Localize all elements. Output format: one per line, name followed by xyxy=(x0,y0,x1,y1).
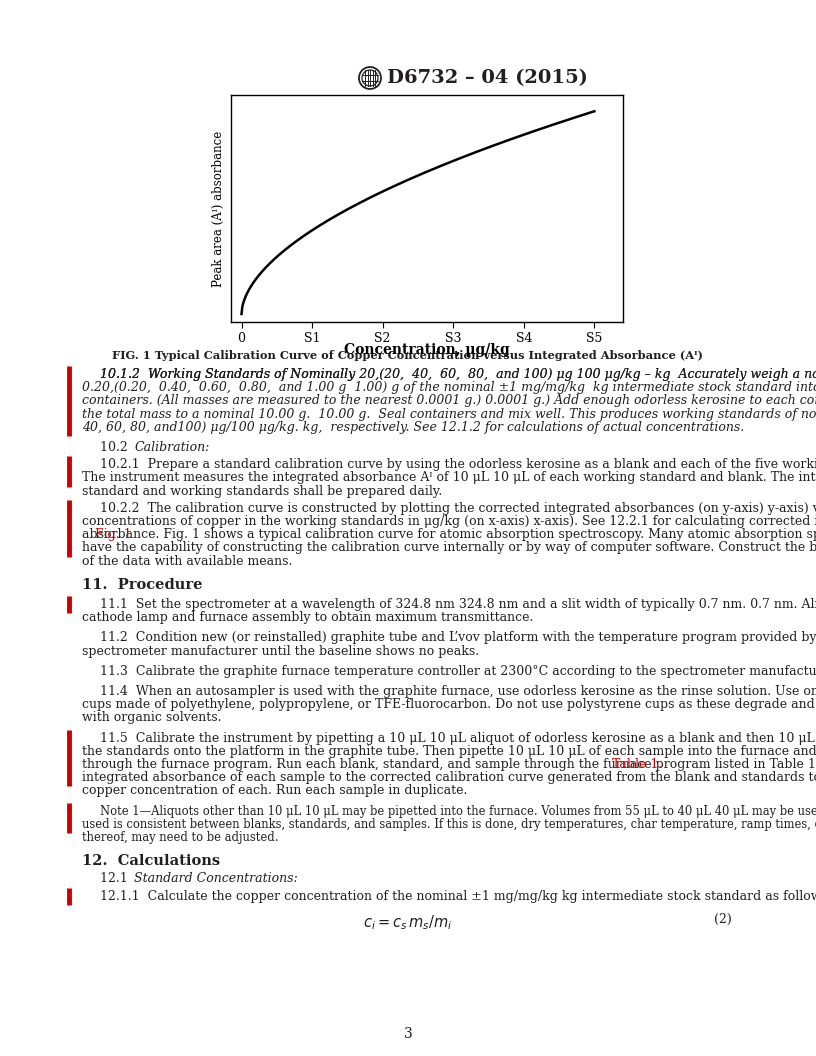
Text: Concentration, μg/kg: Concentration, μg/kg xyxy=(344,343,510,357)
Text: cathode lamp and furnace assembly to obtain maximum transmittance.: cathode lamp and furnace assembly to obt… xyxy=(82,611,534,624)
Text: integrated absorbance of each sample to the corrected calibration curve generate: integrated absorbance of each sample to … xyxy=(82,771,816,785)
Text: 10.2.2  The calibration curve is constructed by plotting the corrected integrate: 10.2.2 The calibration curve is construc… xyxy=(100,502,816,515)
Text: 11.5  Calibrate the instrument by pipetting a 10 μL 10 μL aliquot of odorless ke: 11.5 Calibrate the instrument by pipetti… xyxy=(100,732,816,744)
Text: Table 1.: Table 1. xyxy=(612,758,663,771)
Text: 3: 3 xyxy=(404,1027,412,1041)
Text: 11.2  Condition new (or reinstalled) graphite tube and L’vov platform with the t: 11.2 Condition new (or reinstalled) grap… xyxy=(100,631,816,644)
Text: FIG. 1 Typical Calibration Curve of Copper Concentration versus Integrated Absor: FIG. 1 Typical Calibration Curve of Copp… xyxy=(113,350,703,361)
Y-axis label: Peak area (Aᴵ) absorbance: Peak area (Aᴵ) absorbance xyxy=(212,131,225,286)
Text: standard and working standards shall be prepared daily.: standard and working standards shall be … xyxy=(82,485,442,497)
Text: containers. (All masses are measured to the nearest 0.0001 g.) 0.0001 g.) Add en: containers. (All masses are measured to … xyxy=(82,394,816,408)
Text: 12.1.1  Calculate the copper concentration of the nominal ±1 mg/⁠mg/kg kg interm: 12.1.1 Calculate the copper concentratio… xyxy=(100,889,816,903)
Text: absorbance. Fig. 1 shows a typical calibration curve for atomic absorption spect: absorbance. Fig. 1 shows a typical calib… xyxy=(82,528,816,541)
Text: 0.20,(0.20,  0.40,  0.60,  0.80,  and 1.00 g  1.00) g of the nominal ±1 mg/⁠mg/k: 0.20,(0.20, 0.40, 0.60, 0.80, and 1.00 g… xyxy=(82,381,816,394)
Text: through the furnace program. Run each blank, standard, and sample through the fu: through the furnace program. Run each bl… xyxy=(82,758,816,771)
Text: 12.  Calculations: 12. Calculations xyxy=(82,854,220,868)
Text: 10.1.2  Working Standards of Nominally: 10.1.2 Working Standards of Nominally xyxy=(100,367,359,381)
Text: used is consistent between blanks, standards, and samples. If this is done, dry : used is consistent between blanks, stand… xyxy=(82,817,816,831)
Text: 11.3  Calibrate the graphite furnace temperature controller at 2300°C according : 11.3 Calibrate the graphite furnace temp… xyxy=(100,665,816,678)
Text: spectrometer manufacturer until the baseline shows no peaks.: spectrometer manufacturer until the base… xyxy=(82,644,479,658)
Text: The instrument measures the integrated absorbance Aᴵ of 10 μL 10 μL of each work: The instrument measures the integrated a… xyxy=(82,471,816,485)
Text: thereof, may need to be adjusted.: thereof, may need to be adjusted. xyxy=(82,831,278,844)
Text: (2): (2) xyxy=(714,912,732,926)
Text: with organic solvents.: with organic solvents. xyxy=(82,712,221,724)
Text: cups made of polyethylene, polypropylene, or TFE-fluorocarbon. Do not use polyst: cups made of polyethylene, polypropylene… xyxy=(82,698,816,711)
Text: have the capability of constructing the calibration curve internally or by way o: have the capability of constructing the … xyxy=(82,542,816,554)
Text: 10.2.1  Prepare a standard calibration curve by using the odorless kerosine as a: 10.2.1 Prepare a standard calibration cu… xyxy=(100,458,816,471)
Text: the standards onto the platform in the graphite tube. Then pipette 10 μL 10 μL o: the standards onto the platform in the g… xyxy=(82,744,816,758)
Text: the total mass to a nominal 10.00 g.  10.00 g.  Seal containers and mix well. Th: the total mass to a nominal 10.00 g. 10.… xyxy=(82,408,816,420)
Text: 11.4  When an autosampler is used with the graphite furnace, use odorless kerosi: 11.4 When an autosampler is used with th… xyxy=(100,685,816,698)
Text: 10.2: 10.2 xyxy=(100,441,135,454)
Text: 10.1.2  Working Standards of Nominally 20,(20,  40,  60,  80,  and 100) μg 100 μ: 10.1.2 Working Standards of Nominally 20… xyxy=(100,367,816,381)
Text: copper concentration of each. Run each sample in duplicate.: copper concentration of each. Run each s… xyxy=(82,785,468,797)
Text: 11.  Procedure: 11. Procedure xyxy=(82,578,202,591)
Text: of the data with available means.: of the data with available means. xyxy=(82,554,292,568)
Text: Fig. 1: Fig. 1 xyxy=(95,528,131,541)
Text: $c_i = c_s \, m_s/m_i$: $c_i = c_s \, m_s/m_i$ xyxy=(363,912,453,931)
Text: 10.1.2  Working Standards of Nominally ⁠⁠⁠⁠⁠⁠20,(20,  40,  60,  80,  and 100) μg: 10.1.2 Working Standards of Nominally ⁠⁠… xyxy=(100,367,816,381)
Text: Note 1—Aliquots other than 10 μL 10 μL may be pipetted into the furnace. Volumes: Note 1—Aliquots other than 10 μL 10 μL m… xyxy=(100,805,816,817)
Text: 11.1  Set the spectrometer at a wavelength of 324.8 nm 324.8 nm and a slit width: 11.1 Set the spectrometer at a wavelengt… xyxy=(100,598,816,611)
Text: 40, 60, 80, and100) μg/⁠100 μg/kg. kg,  respectively. See 12.1.2 for calculation: 40, 60, 80, and100) μg/⁠100 μg/kg. kg, r… xyxy=(82,420,744,434)
Text: Calibration:: Calibration: xyxy=(135,441,211,454)
Text: Standard Concentrations:: Standard Concentrations: xyxy=(134,872,298,885)
Text: concentrations of copper in the working standards in μg/kg (on x‑axis) x-axis). : concentrations of copper in the working … xyxy=(82,515,816,528)
Text: 12.1: 12.1 xyxy=(100,872,135,885)
Text: D6732 – 04 (2015): D6732 – 04 (2015) xyxy=(387,69,588,87)
